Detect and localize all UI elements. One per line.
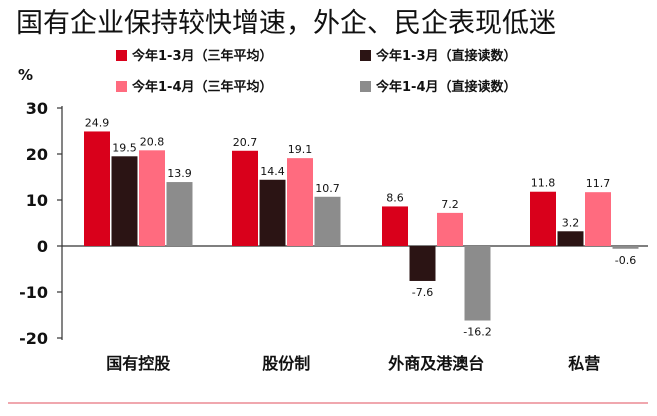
bar (585, 192, 611, 246)
legend-swatch (360, 50, 371, 61)
bar (287, 158, 313, 246)
bar (139, 150, 165, 246)
data-label: 24.9 (85, 116, 110, 129)
data-label: 20.8 (140, 135, 165, 148)
data-label: 11.7 (586, 177, 611, 190)
bottom-divider (8, 402, 648, 404)
bar (612, 246, 639, 249)
chart-title: 国有企业保持较快增速，外企、民企表现低迷 (16, 8, 556, 39)
bar (314, 196, 341, 246)
bar (437, 212, 463, 246)
bar (259, 179, 286, 246)
legend-label: 今年1-3月（三年平均） (131, 48, 273, 64)
data-label: 19.1 (288, 143, 313, 156)
data-label: -7.6 (412, 286, 433, 299)
bar (84, 131, 110, 246)
bar (382, 206, 408, 246)
data-label: 20.7 (233, 136, 258, 149)
data-label: 7.2 (441, 198, 459, 211)
legend-swatch (360, 81, 371, 92)
bar (464, 246, 491, 321)
bar (232, 150, 258, 246)
y-tick-label: 20 (26, 145, 48, 164)
bar (530, 191, 556, 246)
y-axis-unit-label: % (18, 66, 33, 84)
data-label: 8.6 (386, 191, 404, 204)
data-label: 13.9 (167, 167, 192, 180)
x-category-label: 国有控股 (106, 354, 171, 373)
data-label: -0.6 (615, 254, 636, 267)
x-category-label: 股份制 (262, 354, 310, 373)
data-label: 3.2 (562, 216, 580, 229)
y-tick-label: -10 (19, 283, 48, 302)
legend-label: 今年1-4月（三年平均） (131, 79, 273, 95)
bar (111, 156, 138, 246)
bar (409, 246, 436, 281)
x-category-label: 私营 (568, 354, 600, 373)
data-label: -16.2 (463, 326, 491, 339)
data-label: 11.8 (531, 177, 556, 190)
bar (166, 182, 193, 246)
y-tick-label: 10 (26, 191, 48, 210)
legend-label: 今年1-4月（直接读数） (375, 79, 517, 95)
data-label: 10.7 (315, 182, 340, 195)
legend-label: 今年1-3月（直接读数） (375, 48, 517, 64)
legend-swatch (116, 81, 127, 92)
y-tick-label: 0 (37, 237, 48, 256)
legend-swatch (116, 50, 127, 61)
data-label: 14.4 (260, 165, 285, 178)
y-tick-label: -20 (19, 329, 48, 348)
bar (557, 231, 584, 246)
x-category-label: 外商及港澳台 (387, 354, 484, 373)
data-label: 19.5 (112, 141, 137, 154)
y-tick-label: 30 (26, 99, 48, 118)
